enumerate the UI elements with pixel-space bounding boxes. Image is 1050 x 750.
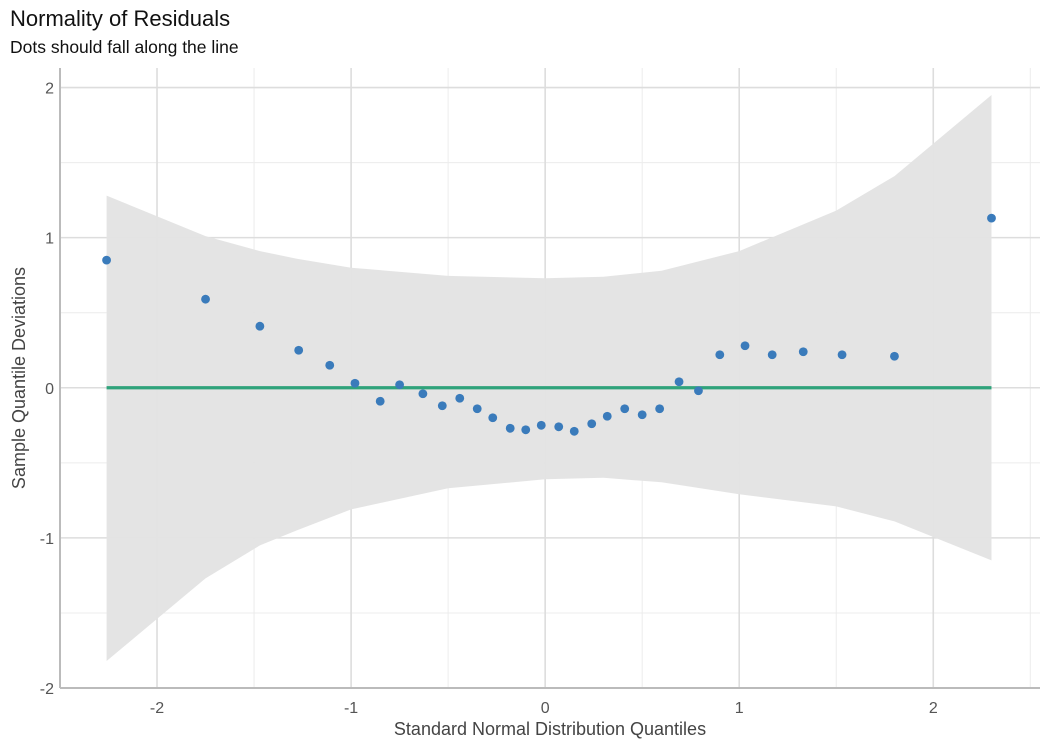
data-point <box>602 411 612 421</box>
data-point <box>890 351 899 361</box>
x-tick-label: 0 <box>541 700 550 717</box>
chart-subtitle: Dots should fall along the line <box>10 37 239 57</box>
data-point <box>740 341 750 351</box>
data-point <box>674 377 684 387</box>
data-point <box>655 404 665 414</box>
data-point <box>569 426 579 436</box>
data-point <box>987 213 996 223</box>
data-point <box>418 389 428 399</box>
data-point <box>201 294 210 304</box>
data-point <box>715 350 725 360</box>
y-tick-label: 1 <box>45 231 54 248</box>
axes-layer <box>59 68 1040 689</box>
data-point <box>102 255 111 265</box>
confidence-band-layer <box>106 95 992 661</box>
data-point <box>455 393 465 403</box>
y-axis-title: Sample Quantile Deviations <box>9 267 29 489</box>
tick-labels-layer: -2 -1 0 1 2 -2 -1 0 1 2 <box>40 81 938 717</box>
data-point <box>694 386 703 396</box>
data-point <box>395 380 405 390</box>
data-point <box>620 404 630 414</box>
data-point <box>505 423 515 433</box>
data-point <box>554 422 564 432</box>
y-tick-label: -1 <box>40 531 54 548</box>
data-point <box>375 396 385 406</box>
x-tick-label: -2 <box>150 700 164 717</box>
data-point <box>255 321 265 331</box>
confidence-band <box>106 95 992 661</box>
data-point <box>294 345 304 355</box>
x-axis-title: Standard Normal Distribution Quantiles <box>394 719 706 739</box>
x-tick-label: 2 <box>929 700 938 717</box>
y-tick-label: 2 <box>45 81 54 98</box>
data-point <box>637 410 647 420</box>
data-point <box>536 420 546 430</box>
data-point <box>837 350 847 360</box>
data-point <box>767 350 777 360</box>
y-tick-label: 0 <box>45 381 54 398</box>
data-point <box>437 401 447 411</box>
data-point <box>325 360 335 370</box>
data-point <box>472 404 482 414</box>
data-points-layer <box>102 213 996 436</box>
x-tick-label: 1 <box>735 700 744 717</box>
data-point <box>798 347 808 357</box>
chart-title: Normality of Residuals <box>10 6 231 31</box>
x-tick-label: -1 <box>344 700 358 717</box>
data-point <box>350 378 360 388</box>
data-point <box>488 413 498 423</box>
data-point <box>521 425 531 435</box>
y-tick-label: -2 <box>40 681 54 698</box>
data-point <box>587 419 597 429</box>
